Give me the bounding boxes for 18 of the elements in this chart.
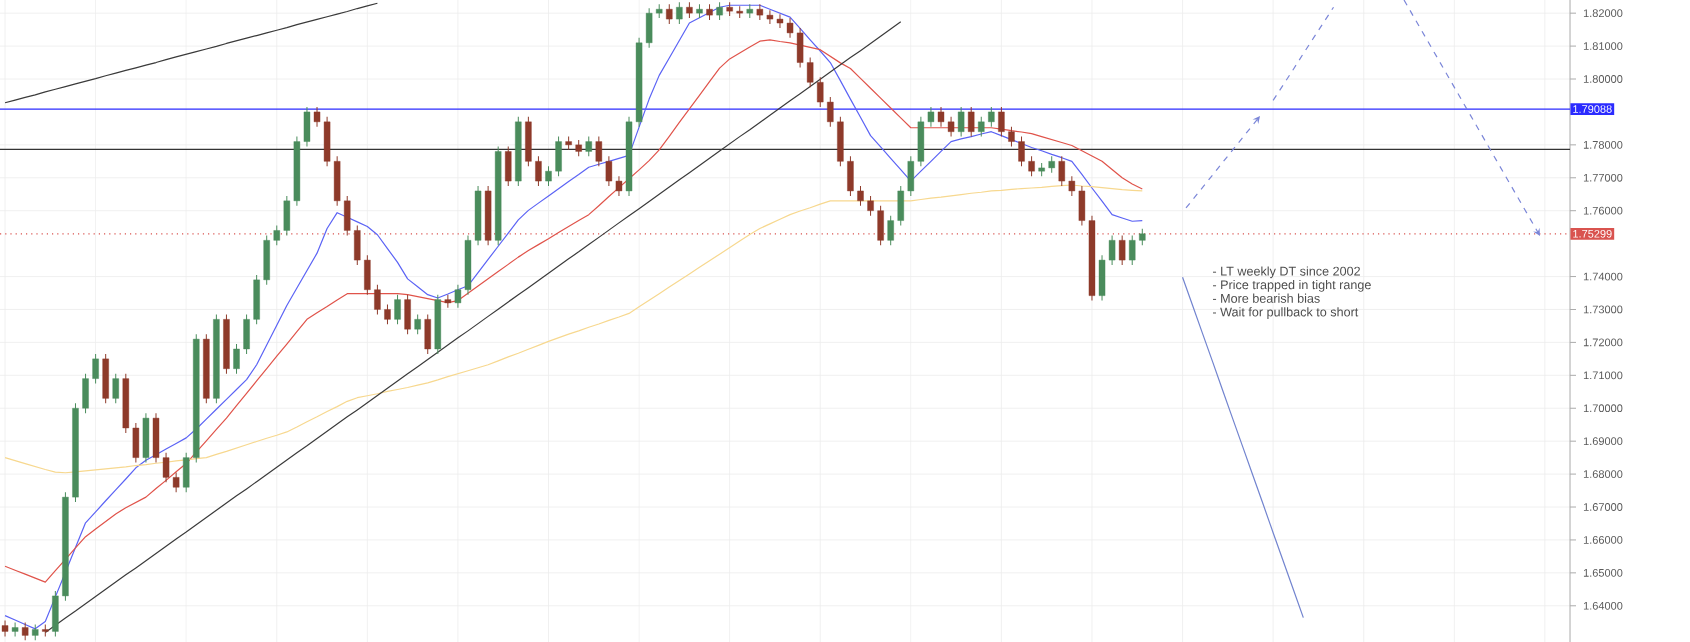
candlestick xyxy=(394,294,401,325)
candlestick xyxy=(505,146,512,187)
candlestick xyxy=(1118,234,1126,266)
candlestick xyxy=(676,1,683,25)
candlestick xyxy=(957,106,965,138)
candlestick xyxy=(444,294,452,309)
candlestick xyxy=(414,313,421,335)
candlestick xyxy=(11,622,19,637)
candlestick xyxy=(585,136,592,157)
candlestick xyxy=(142,412,150,464)
candlestick xyxy=(112,373,119,404)
candlestick xyxy=(404,294,411,335)
candlestick xyxy=(666,3,673,25)
candlestick xyxy=(967,106,975,138)
line-series xyxy=(1272,6,1335,102)
candlestick xyxy=(424,313,431,355)
candlestick xyxy=(102,353,109,404)
candlestick xyxy=(1,620,9,637)
